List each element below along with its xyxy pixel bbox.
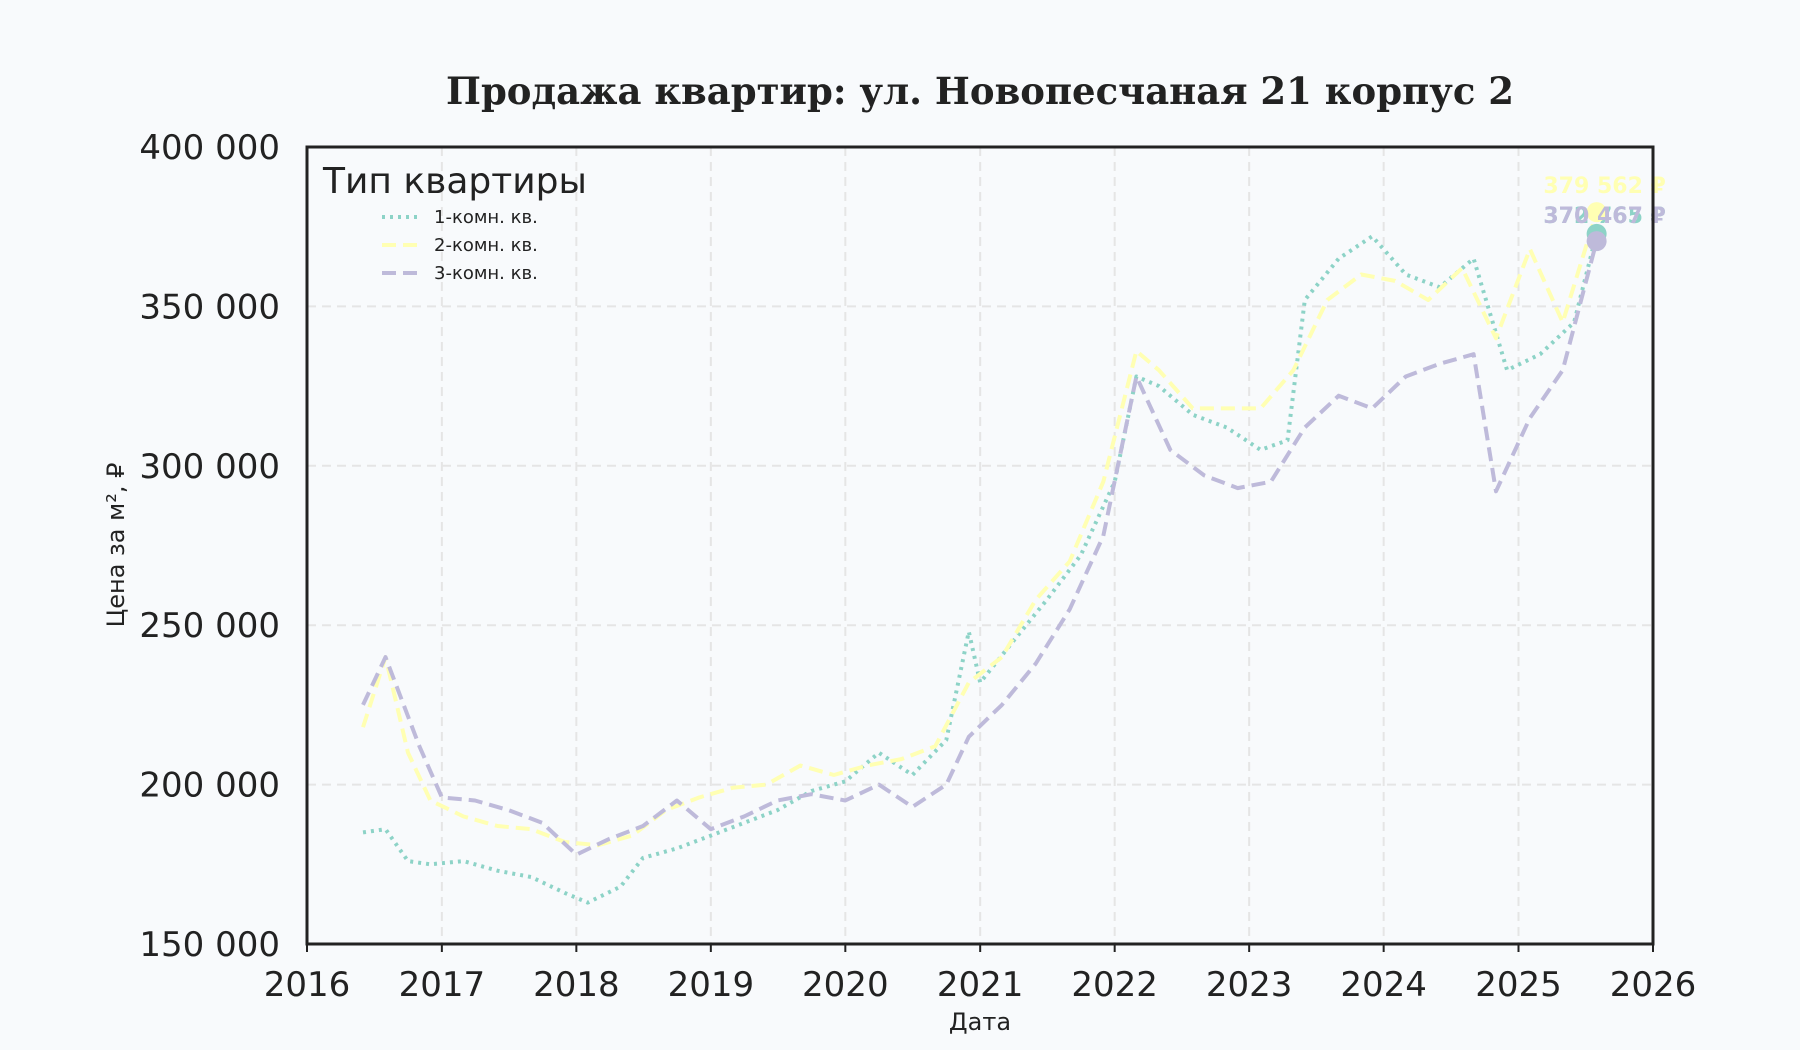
x-tick-label: 2016 bbox=[264, 965, 351, 1005]
end-value-label-3: 370 467 ₽ bbox=[1543, 204, 1665, 229]
grid-layer bbox=[306, 146, 1654, 945]
axis-ticks: 150 000 200 000 250 000 300 000 350 000 400 0… bbox=[139, 128, 1696, 1005]
legend-label-3: 3-комн. кв. bbox=[434, 263, 538, 284]
x-tick-label: 2022 bbox=[1071, 965, 1158, 1005]
x-tick-label: 2017 bbox=[399, 965, 486, 1005]
x-tick-label: 2024 bbox=[1340, 965, 1427, 1005]
legend: Тип квартиры 1-комн. кв. 2-комн. кв. 3-ком… bbox=[322, 161, 587, 284]
x-tick-label: 2020 bbox=[802, 965, 889, 1005]
x-tick-label: 2026 bbox=[1610, 965, 1697, 1005]
y-tick-label: 250 000 bbox=[139, 606, 280, 646]
y-tick-label: 400 000 bbox=[139, 128, 280, 168]
end-markers: 372 765 ₽379 562 ₽370 467 ₽ bbox=[1543, 174, 1666, 252]
x-tick-label: 2021 bbox=[937, 965, 1024, 1005]
x-tick-label: 2025 bbox=[1475, 965, 1562, 1005]
x-tick-label: 2023 bbox=[1206, 965, 1293, 1005]
y-tick-label: 350 000 bbox=[139, 287, 280, 327]
end-point-marker-2 bbox=[1586, 202, 1607, 223]
series-line-2 bbox=[361, 211, 1599, 848]
series-line-3 bbox=[361, 240, 1599, 857]
legend-title: Тип квартиры bbox=[322, 161, 587, 202]
legend-label-1: 1-комн. кв. bbox=[434, 207, 538, 228]
y-axis-label: Цена за м², ₽ bbox=[102, 463, 130, 628]
y-tick-label: 300 000 bbox=[139, 447, 280, 487]
x-tick-label: 2019 bbox=[668, 965, 755, 1005]
series-layer bbox=[361, 211, 1599, 905]
legend-items: 1-комн. кв. 2-комн. кв. 3-комн. кв. bbox=[382, 207, 538, 284]
end-point-marker-3 bbox=[1586, 231, 1607, 252]
x-tick-label: 2018 bbox=[533, 965, 620, 1005]
chart-title: Продажа квартир: ул. Новопесчаная 21 кор… bbox=[446, 69, 1514, 113]
series-line-1 bbox=[362, 233, 1599, 905]
y-tick-label: 150 000 bbox=[139, 925, 280, 965]
legend-label-2: 2-комн. кв. bbox=[434, 235, 538, 256]
end-value-label-2: 379 562 ₽ bbox=[1543, 174, 1665, 199]
x-axis-label: Дата bbox=[949, 1008, 1011, 1036]
y-tick-label: 200 000 bbox=[139, 766, 280, 806]
